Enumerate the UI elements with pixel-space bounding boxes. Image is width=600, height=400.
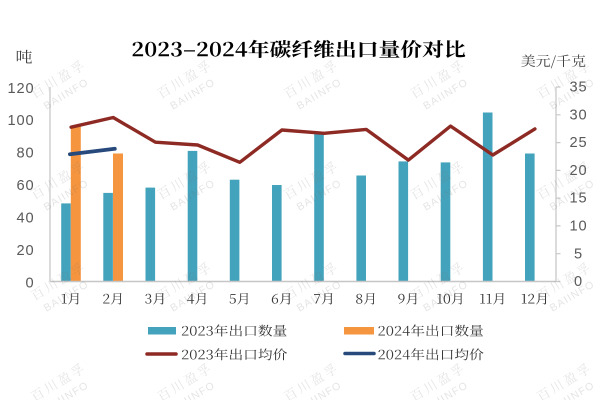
svg-text:60: 60	[16, 178, 34, 194]
svg-text:5: 5	[574, 246, 583, 262]
svg-text:30: 30	[569, 107, 587, 123]
svg-text:120: 120	[7, 81, 34, 97]
svg-text:40: 40	[16, 211, 34, 227]
svg-text:100: 100	[7, 113, 34, 129]
svg-text:25: 25	[569, 135, 587, 151]
svg-text:0: 0	[574, 274, 583, 290]
svg-text:10: 10	[569, 219, 587, 235]
svg-text:80: 80	[16, 146, 34, 162]
svg-text:0: 0	[25, 275, 34, 291]
svg-text:20: 20	[16, 243, 34, 259]
